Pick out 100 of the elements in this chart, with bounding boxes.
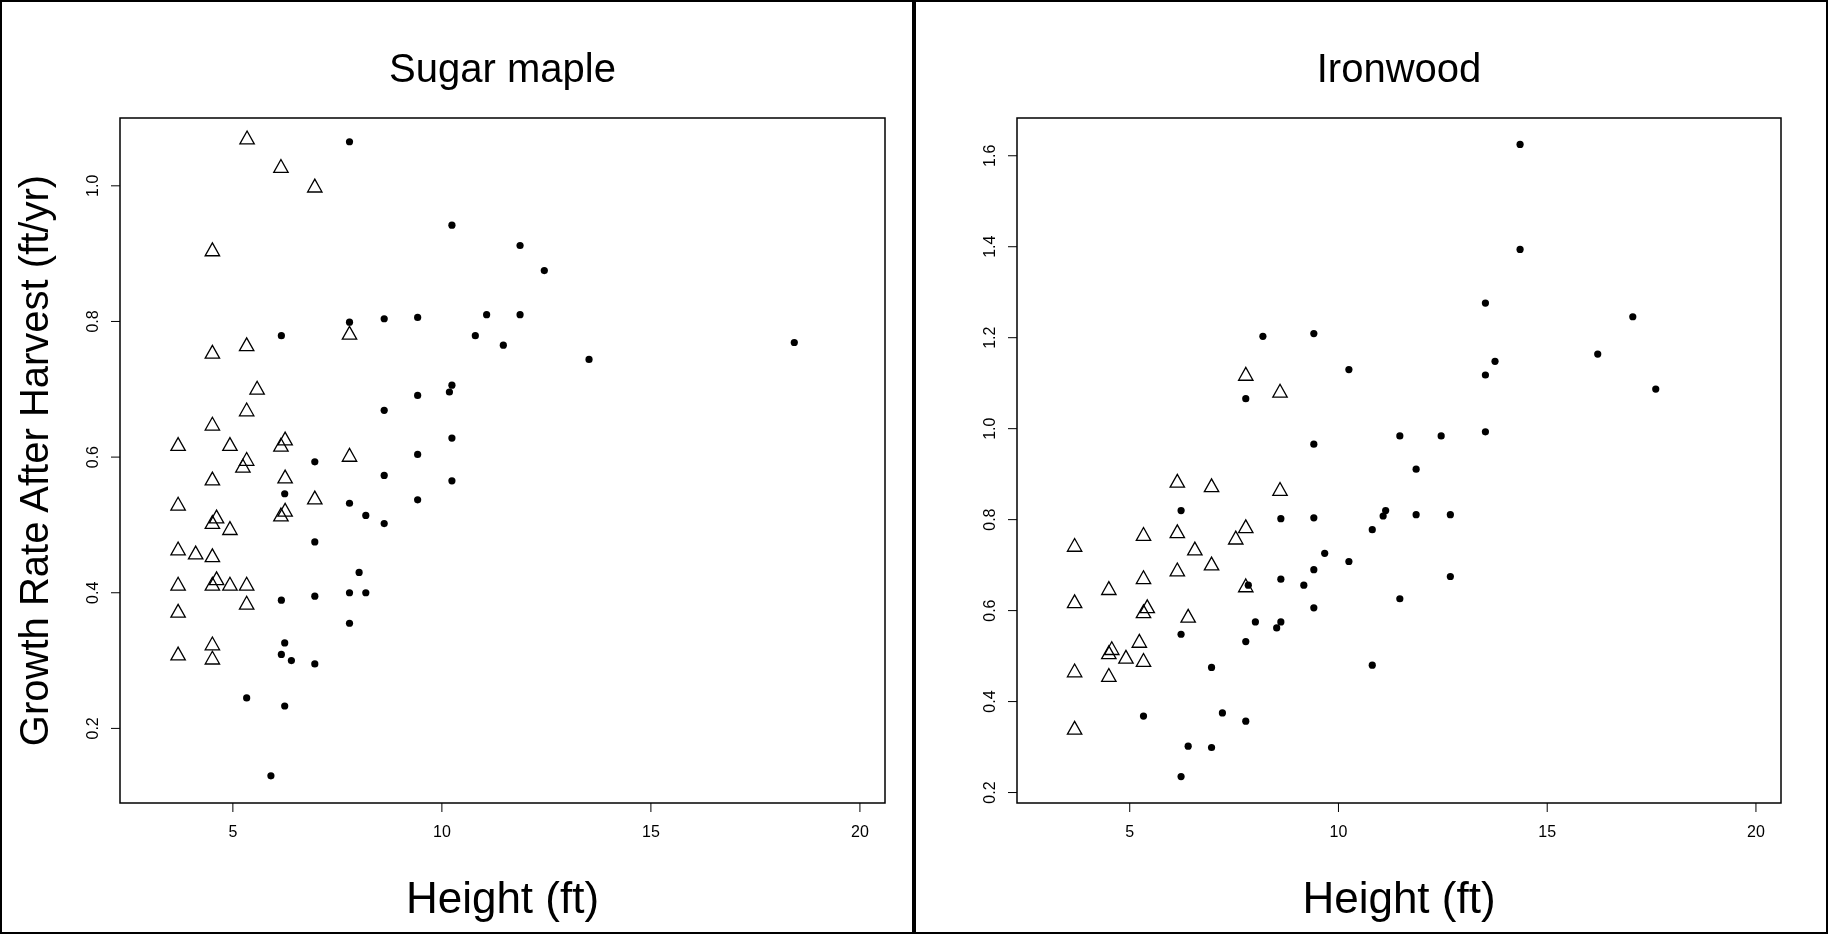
point [1412, 465, 1420, 473]
point [1139, 599, 1156, 614]
point [1310, 440, 1318, 448]
point [238, 576, 255, 591]
y-tick-label: 0.2 [981, 781, 998, 804]
point [277, 431, 293, 446]
point [1481, 428, 1490, 436]
point [448, 381, 456, 389]
y-tick-label: 0.6 [981, 599, 998, 622]
point [277, 332, 285, 340]
y-tick-label: 0.6 [84, 445, 101, 469]
y-tick-label: 1.0 [981, 417, 998, 440]
point [287, 656, 295, 665]
point [273, 158, 289, 173]
point [1135, 604, 1152, 619]
x-tick-label: 10 [1329, 823, 1348, 840]
point [1237, 578, 1254, 593]
point [277, 650, 285, 659]
point [1652, 385, 1660, 393]
point [1187, 541, 1203, 556]
point [540, 267, 548, 275]
point [311, 660, 319, 668]
point [1180, 608, 1197, 623]
point [1629, 313, 1637, 321]
y-tick-label: 1.6 [981, 144, 998, 167]
y-tick-label: 0.4 [981, 690, 998, 713]
point [1103, 641, 1120, 656]
point [1277, 515, 1285, 523]
point [790, 338, 798, 347]
point [204, 416, 221, 431]
point [448, 434, 456, 442]
point [345, 619, 354, 627]
point [1169, 473, 1186, 488]
x-tick-label: 20 [1747, 823, 1765, 840]
point [273, 437, 289, 452]
point [1242, 395, 1250, 403]
y-tick-label: 0.8 [981, 508, 998, 531]
point [204, 576, 221, 591]
point [170, 436, 186, 452]
point [345, 138, 354, 146]
point [187, 545, 204, 560]
x-axis-title: Height (ft) [1302, 873, 1496, 922]
point [204, 514, 221, 530]
point [204, 650, 221, 665]
chart-title: Ironwood [1316, 46, 1482, 90]
x-axis-title: Height (ft) [405, 873, 600, 922]
point [1277, 618, 1285, 626]
point [1594, 350, 1602, 358]
point [204, 636, 221, 651]
point [238, 595, 255, 610]
point [1321, 549, 1329, 557]
point [483, 311, 491, 319]
point [208, 571, 225, 586]
point [1207, 663, 1216, 672]
point [1227, 530, 1244, 545]
point [448, 221, 456, 229]
point [1177, 630, 1185, 638]
point [170, 496, 186, 511]
point [281, 702, 289, 710]
y-tick-label: 1.4 [981, 235, 998, 258]
point [1277, 575, 1285, 583]
point [204, 548, 221, 563]
point [1203, 478, 1220, 493]
point [306, 178, 323, 193]
x-tick-label: 10 [432, 823, 451, 840]
point [238, 402, 255, 417]
point [1345, 365, 1353, 374]
point [345, 589, 354, 597]
point [1310, 566, 1318, 574]
point [380, 471, 388, 480]
point [1368, 526, 1376, 534]
point [345, 318, 354, 326]
point [414, 450, 422, 458]
point [1259, 332, 1267, 340]
point [311, 592, 319, 600]
point [445, 388, 454, 396]
x-tick-label: 15 [1538, 823, 1557, 840]
point [1396, 595, 1404, 603]
point [208, 509, 225, 524]
point [1396, 432, 1404, 440]
x-tick-label: 5 [228, 823, 238, 840]
point [170, 541, 186, 556]
point [380, 315, 388, 323]
point [306, 490, 323, 505]
point [355, 568, 363, 577]
point [1481, 299, 1490, 307]
point [281, 490, 289, 498]
point [1177, 773, 1185, 781]
point [1446, 572, 1454, 581]
point [414, 313, 422, 321]
y-tick-label: 0.2 [84, 717, 101, 740]
point [1131, 633, 1148, 648]
y-tick-label: 0.8 [84, 310, 101, 333]
point [1066, 720, 1083, 735]
point [1272, 481, 1288, 496]
point [1310, 514, 1318, 522]
point [471, 332, 479, 340]
point [281, 639, 289, 647]
point [1310, 330, 1318, 338]
point [414, 391, 422, 399]
